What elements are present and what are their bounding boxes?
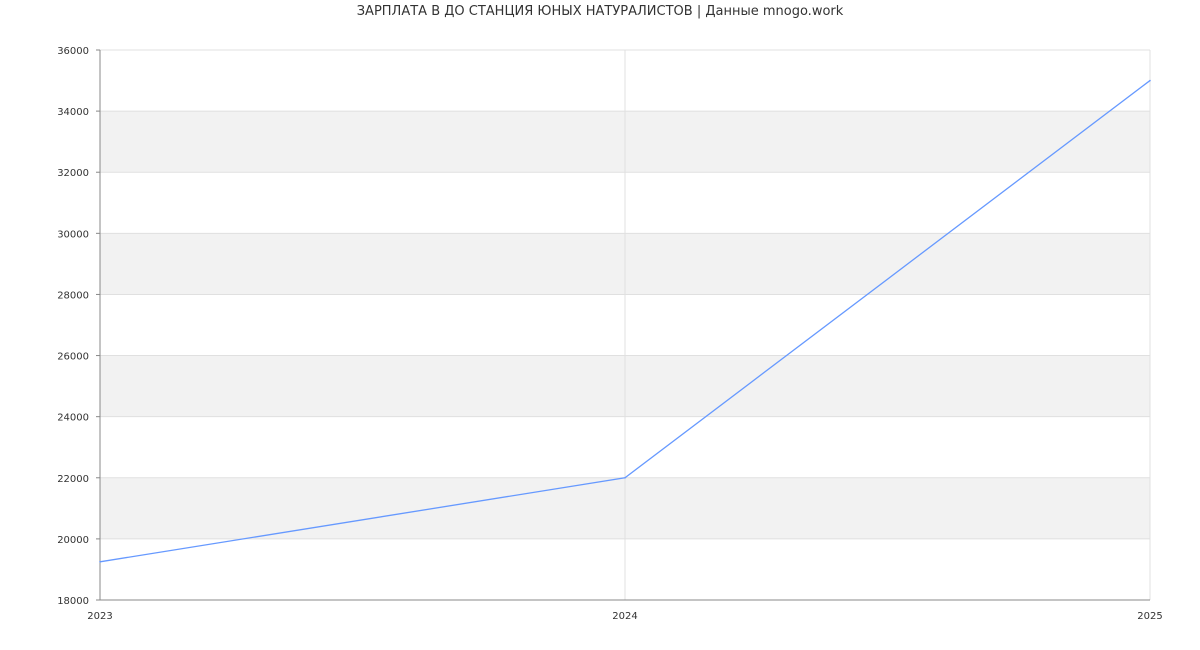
x-tick-label: 2023 [87,611,112,622]
y-tick-label: 18000 [57,596,89,607]
chart-title: ЗАРПЛАТА В ДО СТАНЦИЯ ЮНЫХ НАТУРАЛИСТОВ … [356,4,844,19]
y-tick-label: 32000 [57,168,89,179]
data-point [99,561,101,563]
y-tick-label: 34000 [57,107,89,118]
y-tick-label: 22000 [57,474,89,485]
y-tick-label: 24000 [57,413,89,424]
y-tick-label: 26000 [57,352,89,363]
y-tick-label: 28000 [57,290,89,301]
x-tick-label: 2025 [1137,611,1162,622]
data-point [624,476,626,479]
x-tick-label: 2024 [612,611,637,622]
y-tick-label: 30000 [57,229,89,240]
y-tick-label: 20000 [57,535,89,546]
data-point [1149,79,1151,82]
y-tick-label: 36000 [57,46,89,57]
